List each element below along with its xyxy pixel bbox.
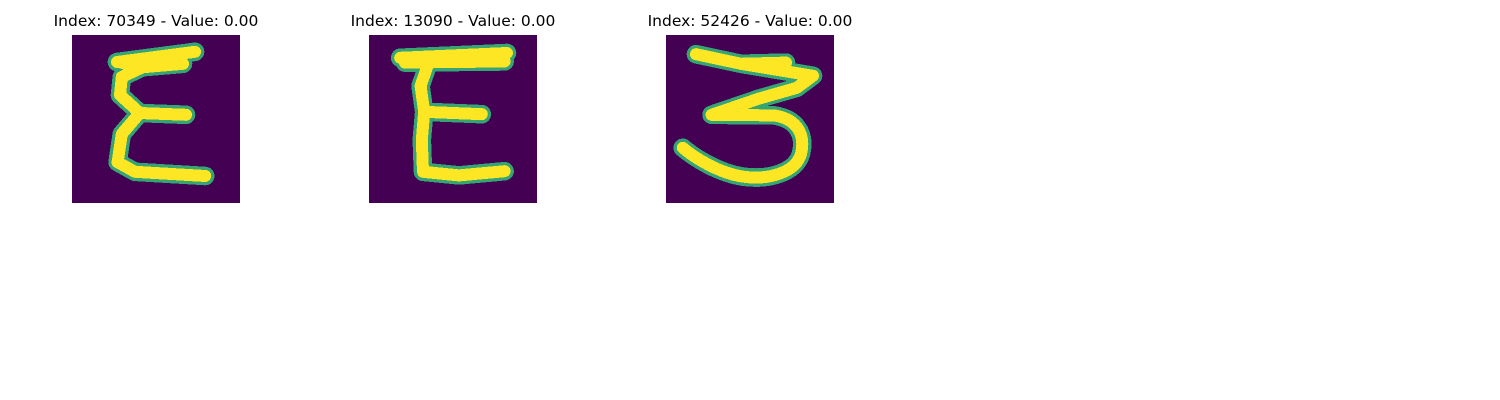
panel-title: Index: 13090 - Value: 0.00	[350, 12, 556, 30]
image-panel-2: Index: 13090 - Value: 0.00	[297, 0, 597, 210]
character-image	[369, 35, 537, 203]
image-panel-1: Index: 70349 - Value: 0.00	[0, 0, 300, 210]
character-image	[72, 35, 240, 203]
image-panel-3: Index: 52426 - Value: 0.00	[594, 0, 894, 210]
panel-title: Index: 52426 - Value: 0.00	[647, 12, 853, 30]
panel-title: Index: 70349 - Value: 0.00	[53, 12, 259, 30]
character-image	[666, 35, 834, 203]
